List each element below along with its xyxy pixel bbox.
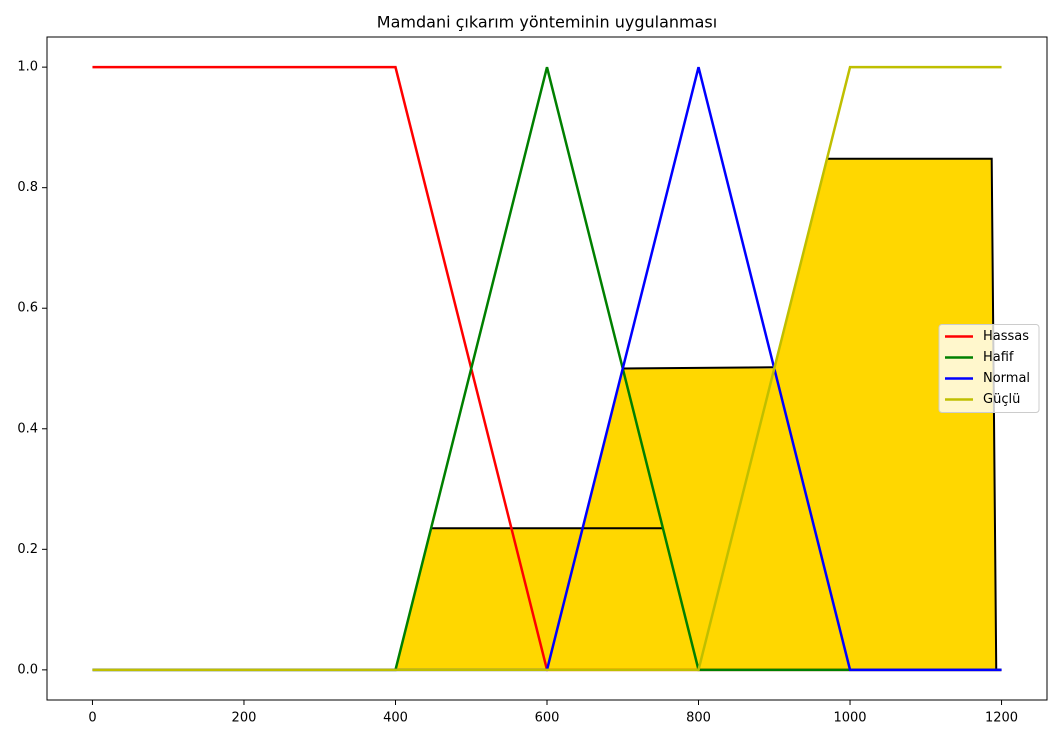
- y-tick-label: 0.8: [17, 180, 38, 195]
- x-tick-label: 0: [88, 711, 96, 726]
- y-tick-label: 0.2: [17, 542, 38, 557]
- x-tick-label: 600: [535, 711, 560, 726]
- aggregate-area: [395, 158, 997, 670]
- y-tick-label: 0.4: [17, 421, 38, 436]
- y-tick-label: 0.0: [17, 662, 38, 677]
- clip-line: [622, 366, 776, 370]
- chart-title: Mamdani çıkarım yönteminin uygulanması: [377, 13, 717, 32]
- plot-frame: [46, 36, 1048, 701]
- x-tick-label: 400: [383, 711, 408, 726]
- legend-label: Hafif: [983, 350, 1014, 365]
- x-tick-label: 800: [686, 711, 711, 726]
- series-line: [92, 65, 1002, 672]
- legend-label: Hassas: [983, 329, 1029, 344]
- x-tick-label: 200: [232, 711, 257, 726]
- x-tick-label: 1000: [833, 711, 866, 726]
- clip-line: [827, 157, 998, 670]
- y-tick-label: 1.0: [17, 60, 38, 75]
- legend-label: Normal: [983, 371, 1030, 386]
- x-tick-label: 1200: [985, 711, 1018, 726]
- y-tick-label: 0.6: [17, 301, 38, 316]
- legend-label: Güçlü: [983, 392, 1020, 407]
- legend-box: [938, 324, 1040, 413]
